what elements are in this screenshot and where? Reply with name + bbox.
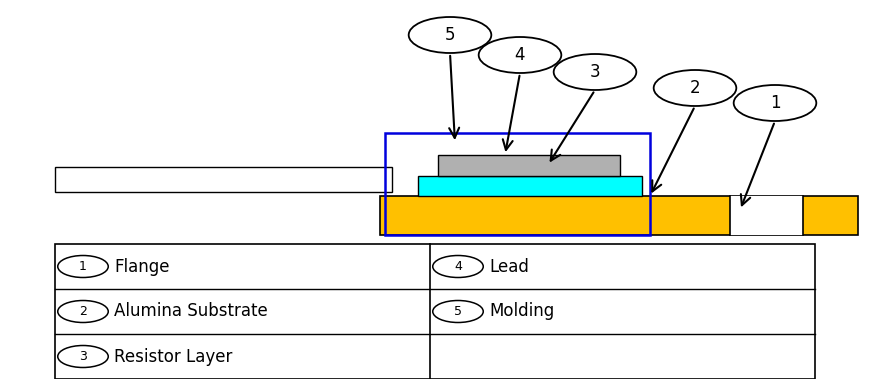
Text: 1: 1 [769, 94, 779, 112]
Bar [385, 133, 649, 235]
Ellipse shape [57, 346, 108, 368]
Ellipse shape [408, 17, 491, 53]
Bar [55, 167, 392, 192]
Text: Lead: Lead [488, 257, 528, 276]
Bar [729, 196, 802, 235]
Text: Alumina Substrate: Alumina Substrate [114, 302, 268, 321]
Bar [55, 244, 814, 379]
Bar [417, 176, 641, 196]
Text: 1: 1 [79, 260, 87, 273]
Ellipse shape [57, 255, 108, 277]
Bar [380, 196, 857, 235]
Ellipse shape [432, 301, 482, 323]
Text: Resistor Layer: Resistor Layer [114, 348, 232, 365]
Ellipse shape [478, 37, 561, 73]
Text: 4: 4 [514, 46, 525, 64]
Ellipse shape [733, 85, 815, 121]
Ellipse shape [57, 301, 108, 323]
Ellipse shape [553, 54, 635, 90]
Text: 3: 3 [589, 63, 600, 81]
Text: 5: 5 [444, 26, 454, 44]
Bar [437, 155, 620, 176]
Text: 3: 3 [79, 350, 87, 363]
Ellipse shape [432, 255, 482, 277]
Ellipse shape [653, 70, 735, 106]
Text: 2: 2 [689, 79, 700, 97]
Text: 2: 2 [79, 305, 87, 318]
Text: Molding: Molding [488, 302, 554, 321]
Text: 5: 5 [454, 305, 461, 318]
Text: 4: 4 [454, 260, 461, 273]
Text: Flange: Flange [114, 257, 169, 276]
